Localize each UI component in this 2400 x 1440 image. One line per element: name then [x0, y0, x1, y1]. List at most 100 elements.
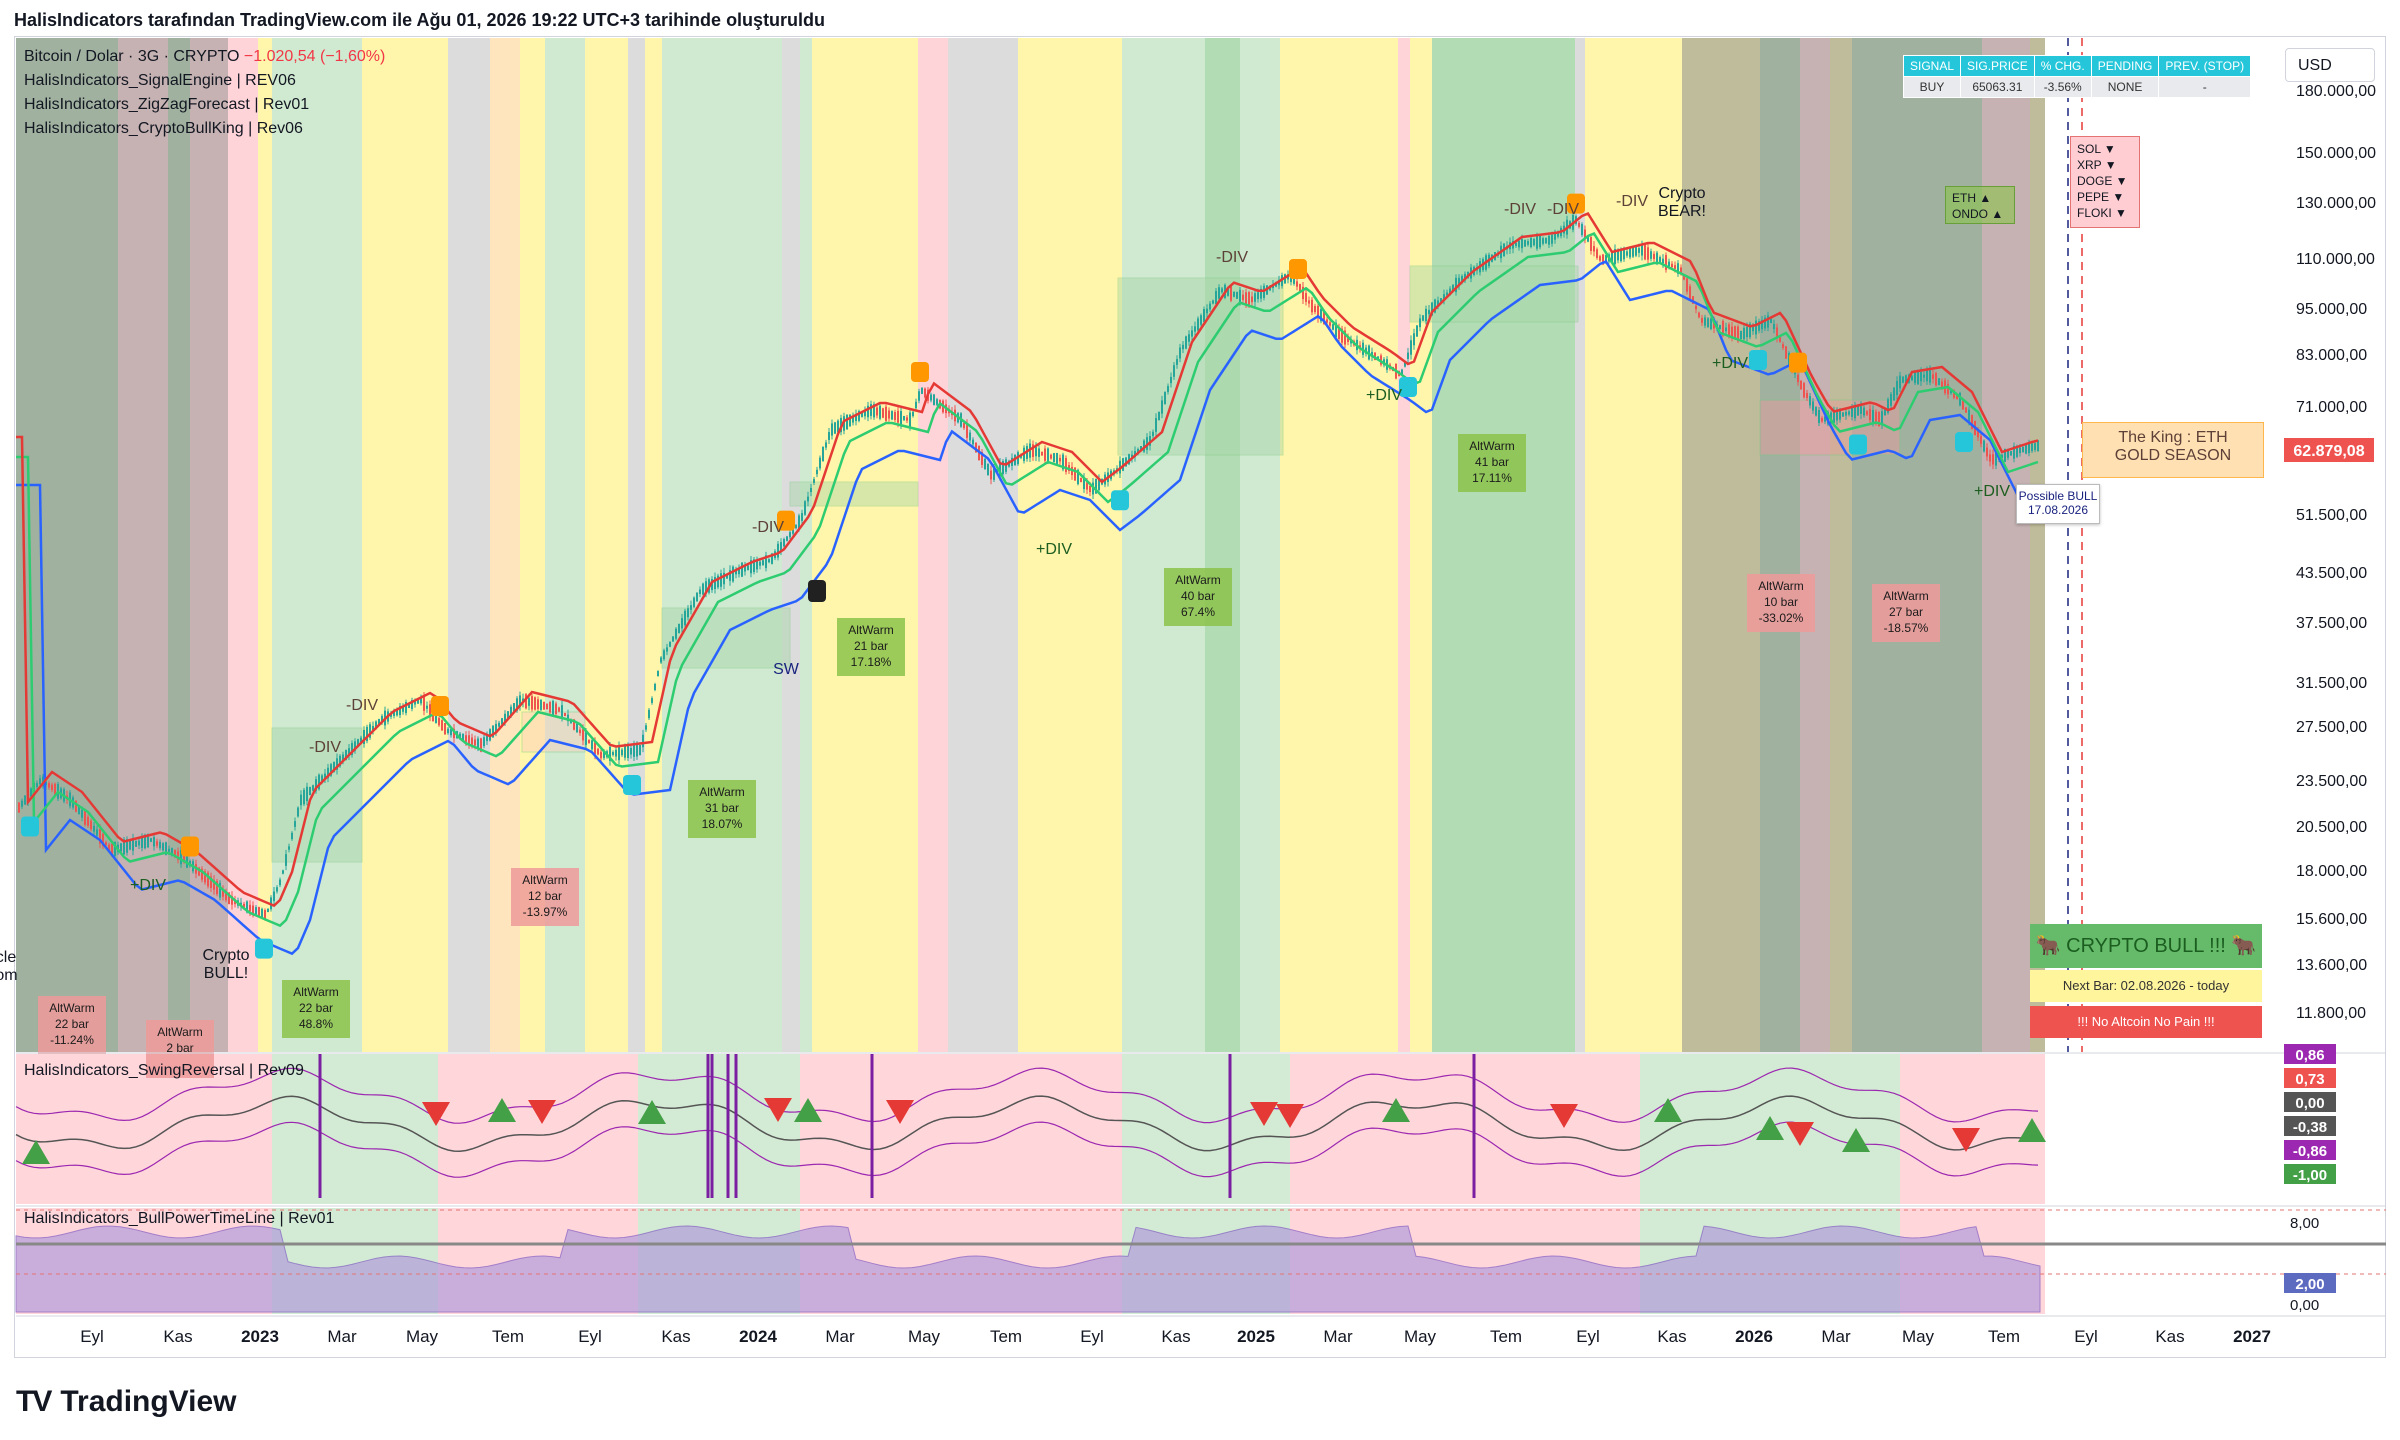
altwarm-box	[1872, 584, 1940, 642]
candle-body	[423, 696, 425, 711]
time-tick-label: Mar	[825, 1327, 855, 1346]
candle-body	[1680, 267, 1682, 273]
candle-body	[1674, 265, 1676, 269]
tradingview-logo[interactable]: TV TradingView	[16, 1385, 237, 1419]
div-minus-label: -DIV	[309, 739, 341, 756]
candle-body	[624, 746, 626, 758]
orange-signal-marker	[181, 836, 199, 857]
candle-body	[1749, 323, 1751, 338]
candle-body	[93, 825, 95, 832]
candle-body	[2016, 445, 2018, 457]
legend-swing[interactable]: HalisIndicators_SwingReversal | Rev09	[24, 1062, 304, 1079]
candle-body	[444, 723, 446, 735]
candle-body	[225, 891, 227, 901]
swing-band	[800, 1054, 1122, 1204]
legend-bullpower[interactable]: HalisIndicators_BullPowerTimeLine | Rev0…	[24, 1210, 335, 1227]
candle-body	[1971, 415, 1973, 429]
bull-axis-tag	[2284, 1273, 2336, 1293]
legend-indicator-3[interactable]: HalisIndicators_CryptoBullKing | Rev06	[24, 120, 303, 137]
candle-body	[1956, 394, 1958, 400]
candle-body	[786, 536, 788, 541]
candle-body	[135, 840, 137, 847]
candle-body	[1992, 454, 1994, 465]
altwarm-label: 2 bar	[166, 1041, 193, 1055]
candle-body	[1032, 444, 1034, 458]
swing-axis-label: -1,00	[2293, 1167, 2327, 1184]
legend-symbol: Bitcoin / Dolar · 3G · CRYPTO −1.020,54 …	[24, 48, 385, 66]
candle-body	[372, 725, 374, 731]
candle-body	[1605, 254, 1607, 263]
candle-body	[1590, 237, 1592, 251]
candle-body	[726, 575, 728, 579]
time-tick-label: Eyl	[578, 1327, 602, 1346]
candle-body	[1662, 258, 1664, 264]
candle-body	[54, 783, 56, 795]
candle-body	[465, 735, 467, 742]
cyan-signal-marker	[1749, 350, 1767, 370]
candle-body	[150, 838, 152, 842]
candle-body	[81, 809, 83, 818]
candle-body	[813, 479, 815, 483]
candle-body	[588, 739, 590, 744]
candle-body	[681, 618, 683, 629]
candle-body	[1347, 336, 1349, 343]
candle-body	[165, 842, 167, 855]
candle-body	[450, 729, 452, 736]
candle-body	[1335, 322, 1337, 338]
candle-body	[651, 698, 653, 703]
legend-indicator-2[interactable]: HalisIndicators_ZigZagForecast | Rev01	[24, 96, 310, 113]
candle-body	[147, 834, 149, 848]
candle-body	[684, 610, 686, 626]
candle-body	[399, 705, 401, 716]
candle-body	[255, 907, 257, 915]
candle-body	[810, 488, 812, 492]
candle-body	[660, 657, 662, 663]
candle-body	[2001, 454, 2003, 459]
candle-body	[561, 705, 563, 718]
candle-body	[1887, 399, 1889, 413]
candle-body	[429, 704, 431, 718]
bull-power-area	[15, 1225, 2041, 1313]
season-band	[1852, 38, 1900, 1052]
candle-body	[1410, 340, 1412, 355]
candle-body	[1758, 321, 1760, 331]
candle-body	[615, 749, 617, 757]
currency-button[interactable]: USD	[2285, 48, 2375, 82]
candle-body	[582, 729, 584, 741]
candle-body	[1896, 380, 1898, 396]
legend-indicator-1[interactable]: HalisIndicators_SignalEngine | REV06	[24, 72, 296, 89]
candle-body	[1332, 324, 1334, 330]
prev-stop-header: PREV. (STOP)	[2158, 55, 2252, 77]
candle-body	[123, 839, 125, 855]
candle-body	[1809, 396, 1811, 406]
candle-body	[1545, 237, 1547, 244]
candle-body	[741, 562, 743, 577]
candle-body	[891, 411, 893, 420]
div-plus-label: +DIV	[130, 877, 166, 894]
candle-body	[1038, 448, 1040, 457]
season-band	[1205, 38, 1240, 1052]
candle-body	[495, 723, 497, 733]
candle-body	[1578, 222, 1580, 227]
swing-axis-tag	[2284, 1164, 2336, 1184]
candle-body	[999, 462, 1001, 477]
candle-body	[1824, 416, 1826, 422]
candle-body	[1839, 410, 1841, 420]
candle-body	[621, 749, 623, 756]
candle-body	[321, 775, 323, 783]
candle-body	[210, 876, 212, 888]
candle-body	[1734, 326, 1736, 340]
candle-body	[171, 848, 173, 856]
candle-body	[849, 414, 851, 427]
candle-body	[513, 703, 515, 713]
sell-triangle	[886, 1100, 914, 1124]
sell-triangle	[1550, 1104, 1578, 1128]
crypto-bull-banner: 🐂 CRYPTO BULL !!! 🐂	[2030, 924, 2262, 968]
sell-triangle	[764, 1098, 792, 1122]
cyan-signal-marker	[1111, 490, 1129, 511]
buy-triangle	[1654, 1098, 1682, 1122]
cyan-signal-marker	[1849, 434, 1867, 455]
cyan-signal-marker	[1955, 432, 1973, 452]
